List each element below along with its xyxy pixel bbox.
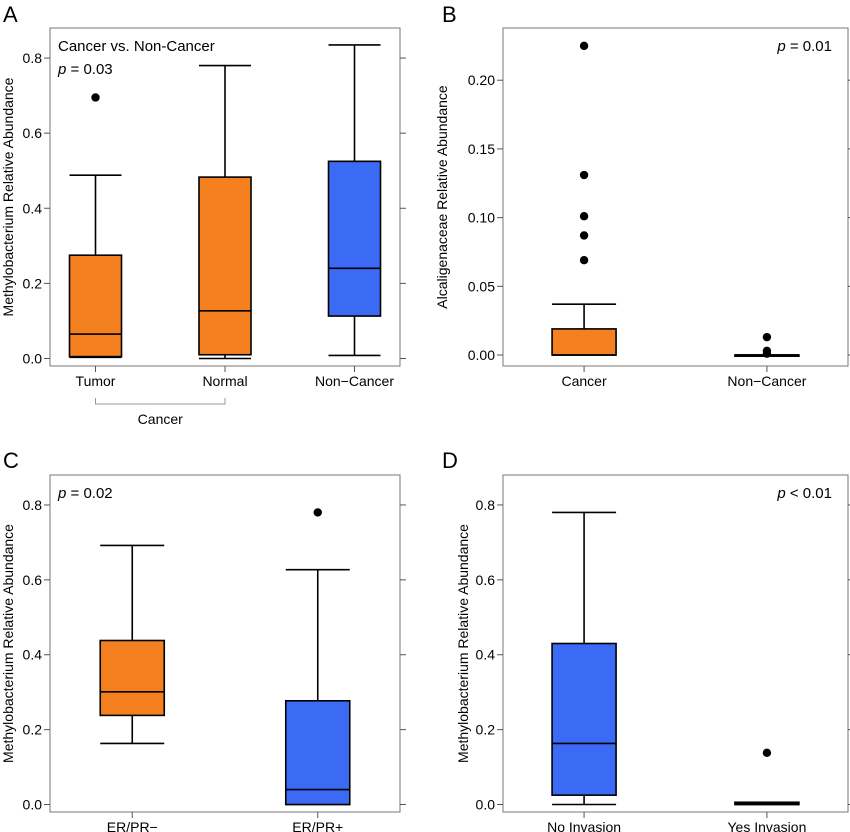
y-tick-label: 0.6 xyxy=(23,125,43,141)
iqr-box xyxy=(198,176,252,356)
y-tick-label: 0.2 xyxy=(476,722,496,738)
iqr-box xyxy=(551,642,617,796)
y-tick-label: 0.00 xyxy=(468,347,495,363)
iqr-box xyxy=(284,699,351,806)
box-1: Normal xyxy=(198,64,252,389)
y-tick-label: 0.4 xyxy=(23,647,43,663)
group-bracket-label: Cancer xyxy=(138,411,183,427)
p-value: = 0.01 xyxy=(786,38,832,55)
y-axis-label: Methylobacterium Relative Abundance xyxy=(0,77,16,316)
y-tick-label: 0.05 xyxy=(468,278,495,294)
panel-b: B 0.00 0.05 0.10 0.15 0.20 Alcaligenaceae Rela… xyxy=(434,2,850,389)
panel-d: D 0.0 0.2 0.4 0.6 0.8 Methylobacterium Relativ… xyxy=(442,448,850,832)
iqr-box xyxy=(68,254,123,358)
outlier-point xyxy=(762,332,772,342)
p-symbol: p xyxy=(57,485,66,502)
box-1: ER/PR+ xyxy=(284,508,351,832)
panel-letter: B xyxy=(442,2,457,27)
box-0: Cancer xyxy=(551,41,617,389)
annotation-text: p = 0.03 xyxy=(57,61,113,78)
iqr-box xyxy=(99,639,166,717)
annotation-text: p = 0.01 xyxy=(776,38,832,55)
outlier-point xyxy=(579,212,589,221)
panel-letter: C xyxy=(3,448,19,473)
iqr-box xyxy=(327,160,382,317)
y-tick-label: 0.8 xyxy=(476,497,496,513)
box-0: ER/PR− xyxy=(99,544,166,832)
x-tick-label: Non−Cancer xyxy=(315,373,394,389)
x-tick-label: Tumor xyxy=(76,373,116,389)
y-tick-label: 0.2 xyxy=(23,275,43,291)
outlier-point xyxy=(313,508,322,517)
annotation-text: p < 0.01 xyxy=(776,485,832,502)
outlier-point xyxy=(762,748,772,758)
p-value: < 0.01 xyxy=(786,485,832,502)
y-tick-label: 0.20 xyxy=(468,72,495,88)
y-tick-label: 0.2 xyxy=(23,722,43,738)
plot-frame xyxy=(502,27,849,367)
p-value: = 0.03 xyxy=(66,61,112,78)
p-symbol: p xyxy=(776,38,785,55)
y-tick-label: 0.8 xyxy=(23,50,43,66)
p-symbol: p xyxy=(776,485,785,502)
outlier-point xyxy=(579,256,589,265)
iqr-box xyxy=(551,328,617,356)
y-tick-label: 0.0 xyxy=(23,350,43,366)
y-tick-label: 0.8 xyxy=(23,497,43,513)
x-tick-label: ER/PR− xyxy=(107,819,158,832)
y-tick-label: 0.4 xyxy=(476,647,496,663)
box-2: Non−Cancer xyxy=(315,44,394,389)
x-tick-label: Normal xyxy=(202,373,247,389)
y-tick-label: 0.4 xyxy=(23,200,43,216)
group-bracket xyxy=(95,398,226,405)
y-axis-label: Methylobacterium Relative Abundance xyxy=(0,524,16,763)
y-tick-label: 0.15 xyxy=(468,141,495,157)
panel-letter: A xyxy=(3,2,18,27)
outlier-point xyxy=(91,93,100,102)
p-symbol: p xyxy=(57,61,66,78)
box-0: Tumor xyxy=(68,93,123,389)
x-tick-label: Yes Invasion xyxy=(727,819,806,832)
y-tick-label: 0.6 xyxy=(23,572,43,588)
x-tick-label: ER/PR+ xyxy=(292,819,343,832)
outlier-point xyxy=(579,170,589,180)
box-0: No Invasion xyxy=(547,511,621,832)
y-tick-label: 0.6 xyxy=(476,572,496,588)
annotation-text: p = 0.02 xyxy=(57,485,113,502)
x-tick-label: No Invasion xyxy=(547,819,621,832)
p-value: = 0.02 xyxy=(66,485,112,502)
outlier-point xyxy=(579,231,589,240)
x-tick-label: Cancer xyxy=(562,373,607,389)
plot-frame xyxy=(49,474,401,813)
y-axis-label: Methylobacterium Relative Abundance xyxy=(455,524,471,763)
x-tick-label: Non−Cancer xyxy=(727,373,806,389)
y-tick-label: 0.10 xyxy=(468,210,495,226)
panel-a: A 0.0 0.2 0.4 0.6 0.8 Methylobacterium Relativ… xyxy=(0,2,406,427)
outlier-point xyxy=(762,346,772,356)
y-axis-label: Alcaligenaceae Relative Abundance xyxy=(434,85,450,309)
y-tick-label: 0.0 xyxy=(476,797,496,813)
panel-c: C 0.0 0.2 0.4 0.6 0.8 Methylobacterium Relativ… xyxy=(0,448,406,832)
annotation-text: Cancer vs. Non-Cancer xyxy=(58,38,215,55)
box-1: Yes Invasion xyxy=(727,748,806,832)
box-1: Non−Cancer xyxy=(727,332,807,389)
panel-letter: D xyxy=(442,448,458,473)
y-tick-label: 0.0 xyxy=(23,797,43,813)
outlier-point xyxy=(579,41,589,51)
plot-frame xyxy=(502,474,849,813)
